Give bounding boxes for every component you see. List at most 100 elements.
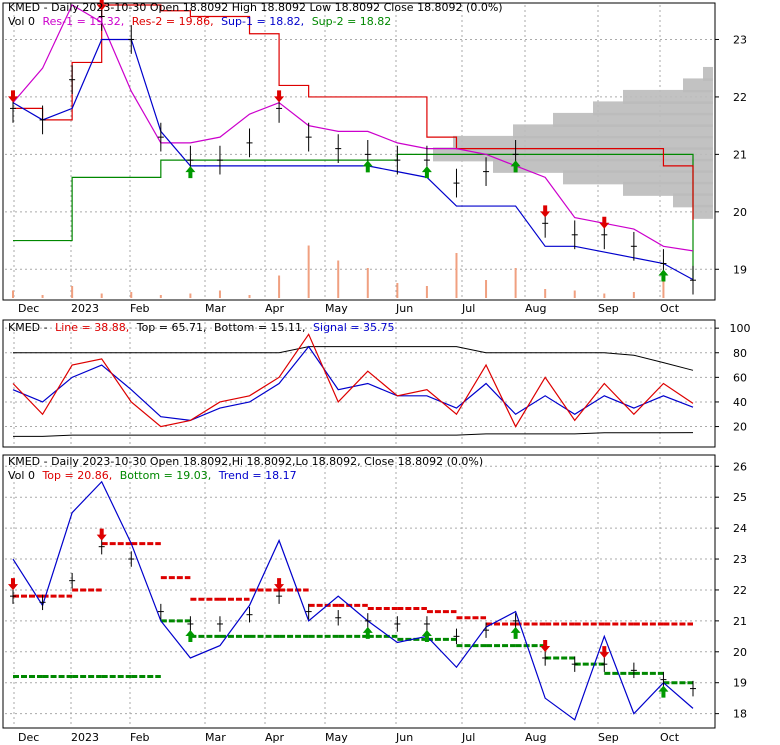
volume-bar: [485, 280, 488, 298]
legend-res1: Res-1 = 19.32,: [42, 15, 124, 28]
trend-panel-title: KMED - Daily 2023-10-30 Open 18.8092,Hi …: [8, 455, 483, 468]
volume-bar: [455, 253, 458, 298]
legend-sup1: Sup-1 = 18.82,: [221, 15, 304, 28]
up-arrow: [185, 166, 196, 179]
y-tick-label: 20: [733, 206, 747, 219]
down-arrow: [8, 578, 18, 591]
oscillator-series: [12, 333, 694, 437]
x-tick-label: Aug: [525, 731, 546, 744]
price-y-ticks: 23 22 21 20 19: [715, 33, 747, 276]
down-arrow: [599, 646, 610, 659]
up-arrow: [362, 160, 373, 173]
series-trend: [12, 480, 694, 721]
x-tick-label: Apr: [265, 302, 285, 315]
series-sup2: [13, 153, 694, 280]
osc-legend-bottom: Bottom = 15.11,: [214, 321, 306, 334]
x-tick-label: Feb: [130, 731, 149, 744]
volume-bar: [218, 290, 221, 298]
volume-bar: [278, 275, 281, 298]
y-tick-label: 21: [733, 615, 747, 628]
y-tick-label: 20: [733, 646, 747, 659]
trend-grid: [5, 457, 713, 726]
volume-profile-bar: [553, 112, 713, 127]
x-tick-label: Mar: [205, 302, 226, 315]
series-sup1: [12, 38, 694, 281]
y-tick-label: 19: [733, 677, 747, 690]
y-tick-label: 24: [733, 522, 747, 535]
volume-bar: [396, 283, 399, 298]
x-tick-label: Jun: [395, 302, 413, 315]
x-tick-label: Dec: [18, 731, 39, 744]
down-arrow: [540, 639, 551, 652]
trend-legend-bottom: Bottom = 19.03,: [120, 469, 212, 482]
volume-bar: [514, 268, 517, 298]
volume-bar: [603, 293, 606, 298]
down-arrow: [274, 578, 285, 591]
oscillator-y-ticks: 100 80 60 40 20: [715, 322, 751, 434]
y-tick-label: 21: [733, 148, 747, 161]
y-tick-label: 26: [733, 460, 747, 473]
volume-profile-bar: [513, 124, 713, 139]
trend-arrows: [8, 528, 669, 698]
volume-profile-bar: [683, 78, 713, 93]
oscillator-panel: 100 80 60 40 20 KMED - Line = 38.88, Top = 6…: [2, 319, 751, 448]
trend-x-ticks: Dec 2023 Feb Mar Apr May Jun Jul Aug Sep Oct: [18, 731, 680, 744]
up-arrow: [510, 626, 521, 639]
down-arrow: [8, 90, 18, 103]
x-tick-label: Oct: [660, 731, 680, 744]
down-arrow: [274, 90, 285, 103]
oscillator-legend: KMED - Line = 38.88, Top = 65.71, Bottom…: [8, 321, 395, 334]
y-tick-label: 19: [733, 263, 747, 276]
y-tick-label: 23: [733, 33, 747, 46]
oscillator-panel-frame: [2, 319, 716, 448]
volume-bar: [307, 245, 310, 298]
x-tick-label: Mar: [205, 731, 226, 744]
trend-panel-legend: Vol 0 Top = 20.86, Bottom = 19.03, Trend…: [8, 469, 297, 482]
y-tick-label: 60: [733, 371, 747, 384]
volume-bar: [573, 290, 576, 298]
x-tick-label: Apr: [265, 731, 285, 744]
volume-bar: [159, 295, 162, 298]
up-arrow: [658, 269, 669, 282]
x-tick-label: Aug: [525, 302, 546, 315]
series-line: [12, 333, 694, 428]
up-arrow: [362, 626, 373, 639]
volume-bar: [71, 286, 74, 298]
series-res1: [12, 4, 694, 252]
y-tick-label: 22: [733, 584, 747, 597]
down-arrow: [540, 205, 551, 218]
x-tick-label: Jul: [461, 731, 475, 744]
down-arrow: [96, 528, 107, 541]
y-tick-label: 25: [733, 491, 747, 504]
x-tick-label: Jun: [395, 731, 413, 744]
volume-bar: [12, 290, 14, 298]
x-tick-label: 2023: [71, 302, 99, 315]
price-panel-title: KMED - Daily 2023-10-30 Open 18.8092 Hig…: [8, 1, 503, 14]
volume-profile-bar: [693, 204, 713, 219]
volume-profile-bar: [623, 89, 713, 104]
y-tick-label: 80: [733, 347, 747, 360]
volume-profile-bar: [493, 158, 713, 173]
trend-panel: 26 25 24 23 22 21 20 19 18 Dec 2023 Feb Mar Apr May Ju…: [2, 454, 747, 744]
volume-bar: [425, 286, 428, 298]
volume-bar: [130, 292, 133, 298]
up-arrow: [658, 685, 669, 698]
x-tick-label: May: [325, 302, 348, 315]
legend-vol: Vol 0: [8, 15, 35, 28]
down-arrow: [599, 216, 610, 229]
x-tick-label: Dec: [18, 302, 39, 315]
series-bottom: [13, 432, 694, 437]
volume-profile-bar: [623, 181, 713, 196]
volume-bar: [248, 295, 251, 298]
signal-arrows: [8, 0, 669, 282]
up-arrow: [185, 629, 196, 642]
volume-bar: [366, 268, 369, 298]
trend-legend-trend: Trend = 18.17: [218, 469, 297, 482]
volume-profile-bar: [593, 101, 713, 116]
trend-y-ticks: 26 25 24 23 22 21 20 19 18: [715, 460, 747, 721]
osc-legend-top: Top = 65.71,: [136, 321, 207, 334]
price-panel-legend: Vol 0 Res-1 = 19.32, Res-2 = 19.86, Sup-…: [8, 15, 391, 28]
up-arrow: [421, 629, 432, 642]
osc-legend-name: KMED -: [8, 321, 48, 334]
x-tick-label: Jul: [461, 302, 475, 315]
